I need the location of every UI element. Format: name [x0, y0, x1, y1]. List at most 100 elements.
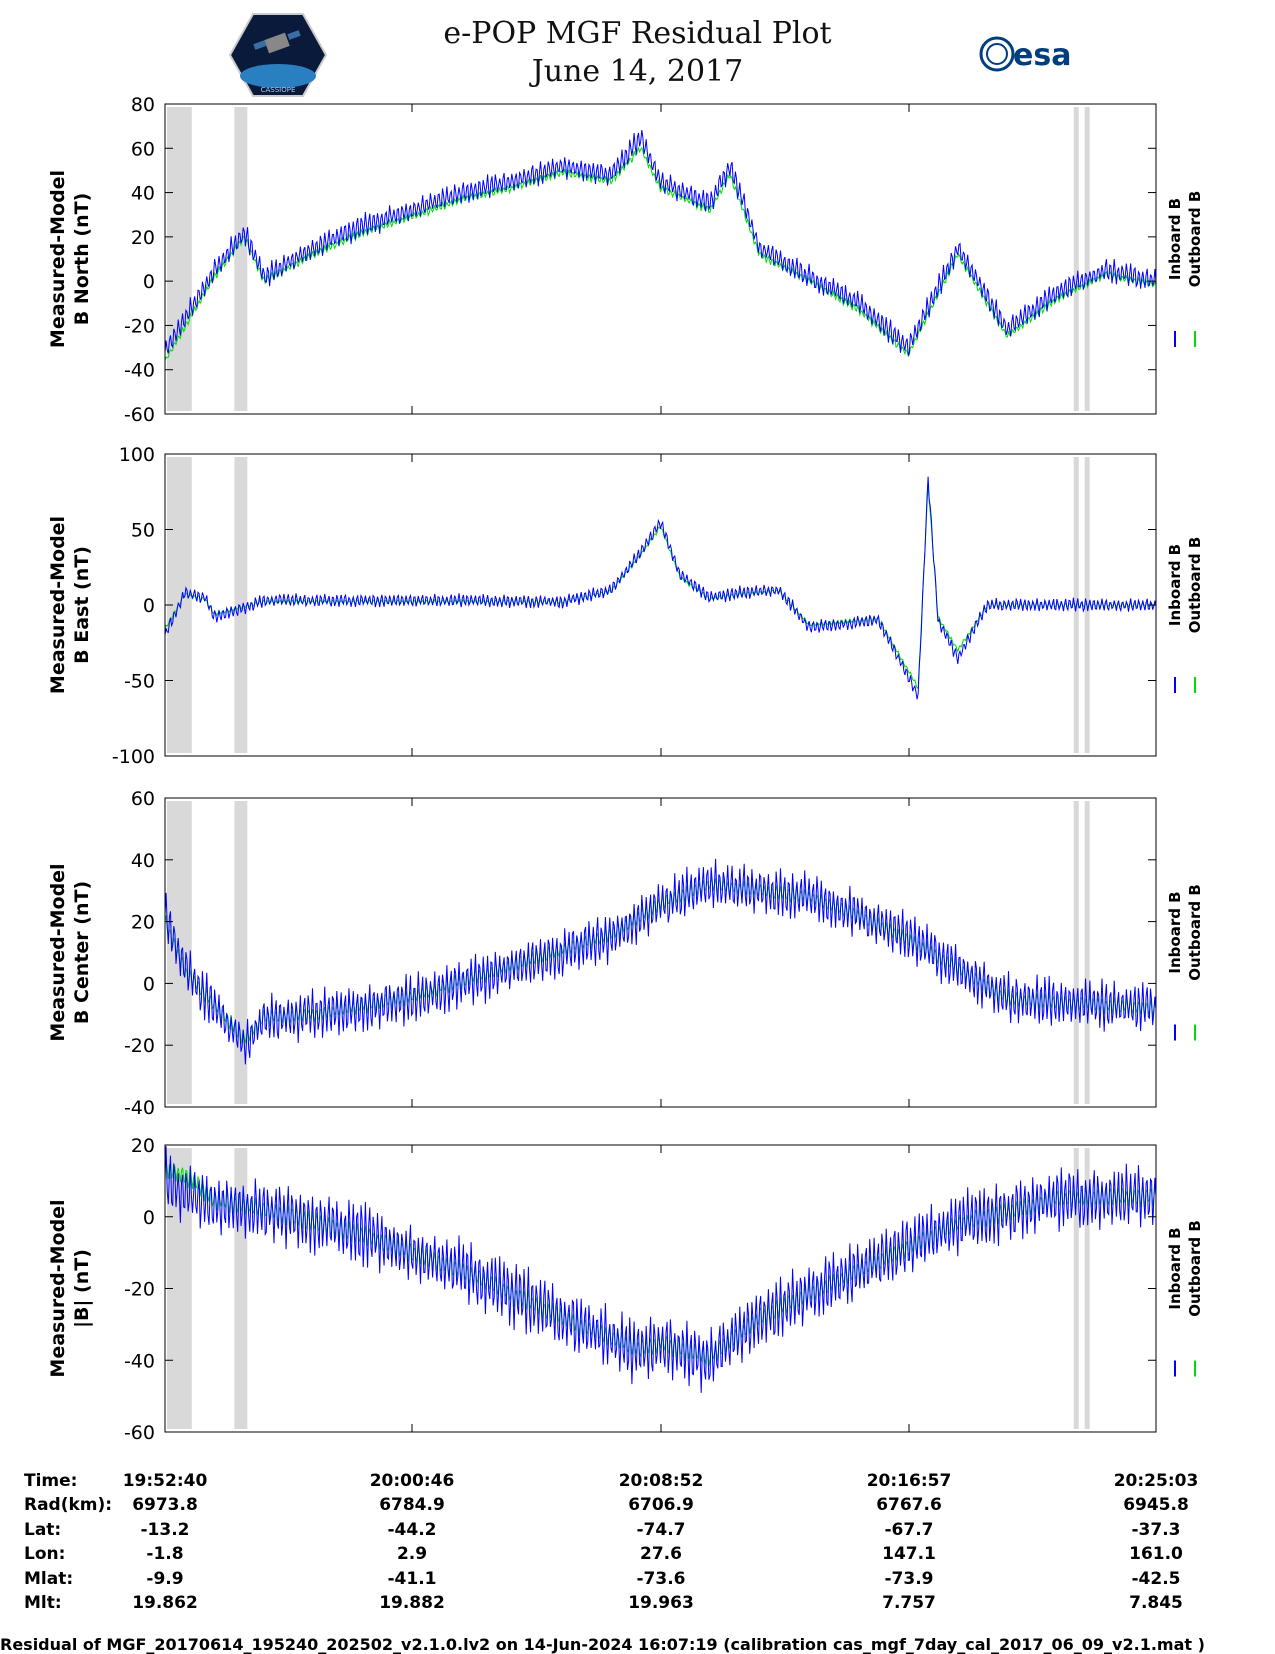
panel-3: -40 -20 0 20 40 60 Measured-Model B Center (nT)… — [47, 788, 1204, 1119]
ephemeris-value: 147.1 — [882, 1544, 936, 1564]
plot-frame — [164, 103, 1157, 415]
y-axis-label-line: Measured-Model — [47, 863, 69, 1041]
data-gap-band — [1073, 801, 1079, 1104]
panel-2: -100 -50 0 50 100 Measured-Model B East (nT) In… — [47, 444, 1204, 768]
y-axis-label-line: B East (nT) — [71, 546, 93, 664]
panel-4: -60 -40 -20 0 20 Measured-Model |B| (nT) Inboar… — [47, 1135, 1204, 1444]
data-gap-band — [1084, 1148, 1090, 1429]
y-axis-label: Measured-Model B North (nT) — [47, 170, 93, 348]
y-axis-label-line: B Center (nT) — [71, 881, 93, 1024]
y-tick-label: 20 — [131, 912, 155, 934]
legend-entry: Inboard B — [1166, 1227, 1184, 1309]
y-tick-label: 20 — [131, 1135, 155, 1157]
plot-frame — [164, 797, 1157, 1108]
legend-entry: Inboard B — [1166, 544, 1184, 626]
series-line-outboard — [164, 146, 1157, 362]
y-tick-label: -40 — [124, 1097, 155, 1119]
ephemeris-value: 20:25:03 — [1114, 1471, 1199, 1491]
y-tick-label: -50 — [124, 671, 155, 693]
ephemeris-value: -42.5 — [1132, 1569, 1181, 1589]
y-tick-label: -40 — [124, 1350, 155, 1372]
data-gap-band — [1084, 107, 1090, 411]
y-tick-label: 0 — [143, 271, 155, 293]
y-axis-label: Measured-Model B East (nT) — [47, 516, 93, 694]
y-axis-label: Measured-Model |B| (nT) — [47, 1199, 93, 1377]
y-tick-label: -20 — [124, 315, 155, 337]
ephemeris-value: 19.862 — [132, 1593, 198, 1613]
ephemeris-value: -37.3 — [1132, 1520, 1181, 1540]
ephemeris-value: 6784.9 — [379, 1495, 445, 1515]
series-line-inboard — [164, 130, 1157, 356]
ephemeris-label: Lat: — [24, 1520, 61, 1540]
ephemeris-value: 2.9 — [397, 1544, 427, 1564]
y-tick-label: 60 — [131, 788, 155, 810]
data-gap-band — [234, 107, 248, 411]
series-line-inboard — [164, 1146, 1157, 1393]
y-axis-label-line: |B| (nT) — [71, 1249, 93, 1328]
y-axis-label-line: Measured-Model — [47, 1199, 69, 1377]
legend-entry: Outboard B — [1186, 1220, 1204, 1317]
series-line-inboard — [164, 476, 1157, 700]
y-tick-label: 20 — [131, 227, 155, 249]
ephemeris-value: 19.882 — [379, 1593, 445, 1613]
ephemeris-value: 20:16:57 — [867, 1471, 952, 1491]
data-gap-band — [1073, 107, 1079, 411]
ephemeris-value: 161.0 — [1129, 1544, 1183, 1564]
series-line-inboard — [164, 858, 1157, 1065]
y-tick-label: 40 — [131, 850, 155, 872]
y-tick-label: -60 — [124, 1422, 155, 1444]
ephemeris-value: 6945.8 — [1123, 1495, 1189, 1515]
panel-1: -60 -40 -20 0 20 40 60 80 Measured-Model B North … — [47, 94, 1204, 426]
ephemeris-value: -9.9 — [146, 1569, 183, 1589]
series-line-outboard — [164, 1160, 1157, 1367]
ephemeris-value: -73.6 — [637, 1569, 686, 1589]
ephemeris-value: 19:52:40 — [123, 1471, 208, 1491]
y-tick-label: 0 — [143, 1207, 155, 1229]
data-gap-band — [1084, 801, 1090, 1104]
series-line-outboard — [164, 484, 1157, 690]
ephemeris-label: Time: — [24, 1471, 77, 1491]
y-axis-label: Measured-Model B Center (nT) — [47, 863, 93, 1041]
y-tick-label: 0 — [143, 973, 155, 995]
esa-logo-text: esa — [1013, 38, 1071, 73]
y-tick-label: -60 — [124, 404, 155, 426]
ephemeris-value: 7.757 — [882, 1593, 936, 1613]
ephemeris-value: 7.845 — [1129, 1593, 1183, 1613]
y-tick-label: -100 — [112, 746, 155, 768]
ephemeris-value: -74.7 — [637, 1520, 686, 1540]
legend-labels: Inboard B Outboard B — [1166, 1220, 1204, 1317]
ephemeris-value: -73.9 — [885, 1569, 934, 1589]
y-tick-label: -20 — [124, 1279, 155, 1301]
legend-labels: Inboard B Outboard B — [1166, 537, 1204, 634]
ephemeris-value: -44.2 — [388, 1520, 437, 1540]
ephemeris-value: 6706.9 — [628, 1495, 694, 1515]
ephemeris-value: 20:08:52 — [619, 1471, 704, 1491]
cassiope-logo: CASSIOPE — [228, 13, 328, 97]
esa-logo: esa — [979, 36, 1071, 73]
data-gap-band — [234, 801, 248, 1104]
ephemeris-table: Time: 19:52:40 20:00:46 20:08:52 20:16:57 20:… — [24, 1471, 1198, 1613]
y-tick-label: 80 — [131, 94, 155, 116]
y-axis-label-line: Measured-Model — [47, 170, 69, 348]
legend-entry: Inboard B — [1166, 198, 1184, 280]
legend-labels: Inboard B Outboard B — [1166, 884, 1204, 981]
y-tick-label: 100 — [119, 444, 155, 466]
legend-entry: Outboard B — [1186, 191, 1204, 288]
data-gap-band — [1073, 1148, 1079, 1429]
ephemeris-value: 19.963 — [628, 1593, 694, 1613]
y-tick-label: 60 — [131, 138, 155, 160]
chart-title: e-POP MGF Residual Plot — [443, 16, 832, 51]
y-axis-label-line: B North (nT) — [71, 193, 93, 326]
plot-frame — [164, 1144, 1157, 1433]
y-tick-label: -20 — [124, 1035, 155, 1057]
data-gap-band — [167, 107, 192, 411]
y-tick-label: 40 — [131, 183, 155, 205]
legend-entry: Outboard B — [1186, 884, 1204, 981]
ephemeris-value: 20:00:46 — [370, 1471, 455, 1491]
ephemeris-label: Lon: — [24, 1544, 65, 1564]
ephemeris-label: Mlt: — [24, 1593, 62, 1613]
legend-labels: Inboard B Outboard B — [1166, 191, 1204, 288]
chart-subtitle: June 14, 2017 — [531, 54, 744, 89]
ephemeris-value: 27.6 — [640, 1544, 682, 1564]
